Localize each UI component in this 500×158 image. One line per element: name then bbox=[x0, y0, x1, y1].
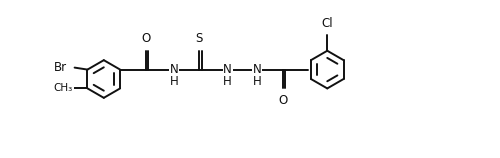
Text: Cl: Cl bbox=[322, 17, 333, 30]
Text: CH₃: CH₃ bbox=[54, 83, 73, 93]
Text: O: O bbox=[142, 32, 150, 45]
Text: S: S bbox=[196, 32, 203, 45]
Text: H: H bbox=[170, 76, 178, 88]
Text: N: N bbox=[253, 63, 262, 76]
Text: H: H bbox=[224, 76, 232, 88]
Text: N: N bbox=[170, 63, 178, 76]
Text: N: N bbox=[224, 63, 232, 76]
Text: H: H bbox=[253, 76, 262, 88]
Text: Br: Br bbox=[54, 61, 66, 74]
Text: O: O bbox=[64, 82, 74, 95]
Text: O: O bbox=[278, 94, 287, 107]
